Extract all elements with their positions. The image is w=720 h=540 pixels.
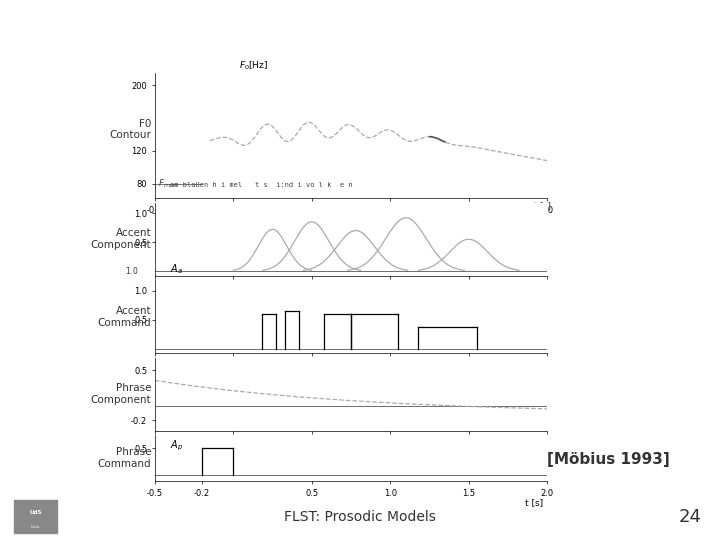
Text: t [s]: t [s] [534, 201, 551, 210]
Text: Univ.: Univ. [30, 525, 41, 529]
Text: $A_a$: $A_a$ [171, 262, 184, 276]
Text: Accent
Component: Accent Component [91, 228, 151, 250]
Text: $A_p$: $A_p$ [171, 439, 184, 453]
Text: $1.0$: $1.0$ [125, 266, 139, 276]
Text: [Möbius 1993]: [Möbius 1993] [547, 452, 670, 467]
Text: $F_0$[Hz]: $F_0$[Hz] [239, 59, 268, 72]
Text: Accent
Command: Accent Command [98, 306, 151, 328]
Text: $F_{min}$: $F_{min}$ [158, 177, 176, 190]
Text: UdS: UdS [30, 510, 42, 515]
Text: 24: 24 [679, 508, 702, 526]
Text: t [s]: t [s] [525, 498, 544, 508]
Text: Fujisaki's model: Components: Fujisaki's model: Components [163, 23, 557, 50]
Bar [14, 500, 58, 532]
Text: F0
Contour: F0 Contour [109, 119, 151, 140]
Text: Phrase
Command: Phrase Command [98, 447, 151, 469]
Text: Phrase
Component: Phrase Component [91, 383, 151, 405]
Text: am blaUen h i mel   t s  i:nd i vo l k  e n: am blaUen h i mel t s i:nd i vo l k e n [171, 183, 354, 188]
Text: FLST: Prosodic Models: FLST: Prosodic Models [284, 510, 436, 524]
